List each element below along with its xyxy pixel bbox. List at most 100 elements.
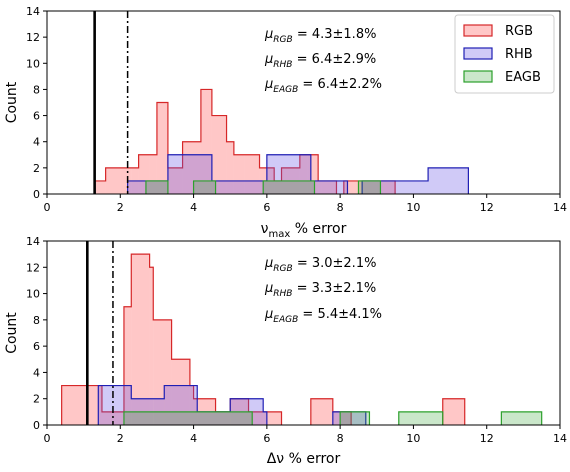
annotation-subscript: RHB [273,60,292,70]
ytick-label-5: 10 [26,57,40,70]
xtick-label-6: 12 [480,201,494,214]
series-eagb [145,180,382,194]
bar-rgb-7 [171,359,190,425]
legend-label-eagb: EAGB [505,70,541,85]
bar-eagb-2 [340,411,370,425]
bar-rhb-0 [98,385,132,425]
xtick-label-7: 14 [553,432,567,445]
ytick-label-1: 2 [33,393,40,406]
annotation-subscript: RHB [273,289,292,299]
bar-rhb-4 [197,411,231,425]
bar-rgb-1 [105,167,121,194]
bar-eagb-0 [145,180,168,194]
annotation-value: = 3.0±2.1% [293,256,377,271]
legend-swatch-rhb [463,47,493,60]
xtick-label-3: 6 [263,432,270,445]
series-rhb [127,154,469,194]
annotation-subscript: EAGB [273,85,298,95]
bar-rgb-10 [215,411,231,425]
x-axis-label-main: ν [261,221,269,237]
outline-eagb [123,411,543,425]
bar-eagb-3 [358,180,381,194]
bar-rgb-14 [310,398,333,425]
x-axis-label: νmax % error [261,221,347,240]
bar-rgb-15 [274,180,282,194]
xtick-label-0: 0 [44,432,51,445]
xtick-label-3: 6 [263,201,270,214]
series-rhb [97,384,367,425]
bar-rgb-11 [226,141,234,194]
annotation-subscript: RGB [273,264,292,274]
bar-rgb-12 [248,411,267,425]
axes-frame [46,10,561,195]
ytick-label-5: 10 [26,288,40,301]
x-axis-label: Δν % error [267,451,341,467]
annotation-2: μEAGB = 5.4±4.1% [264,307,382,325]
series-rgb [94,88,396,194]
bar-rhb-3 [211,180,267,194]
bar-rgb-4 [138,154,150,194]
annotation-value: = 6.4±2.9% [292,52,376,67]
bar-rhb-6 [263,411,267,425]
y-axis-label: Count [4,81,20,123]
bar-rhb-0 [127,180,146,194]
legend-swatch-rgb [463,24,493,37]
bar-rgb-9 [200,89,212,194]
annotation-symbol: μ [264,52,273,67]
xtick-label-7: 14 [553,201,567,214]
series-eagb [123,411,543,425]
x-axis-label-rest: % error [290,221,346,237]
bar-rgb-16 [442,398,465,425]
annotation-symbol: μ [264,281,273,296]
ytick-label-4: 8 [33,83,40,96]
bar-rgb-17 [299,154,308,194]
xtick-label-5: 10 [406,432,420,445]
xtick-label-0: 0 [44,201,51,214]
bar-rgb-18 [307,154,319,194]
annotation-subscript: EAGB [273,315,298,325]
legend-box [454,14,555,94]
ytick-label-7: 14 [26,5,40,18]
ytick-label-0: 0 [33,419,40,432]
annotation-0: μRGB = 3.0±2.1% [264,256,376,274]
annotation-value: = 4.3±1.8% [293,27,377,42]
bar-rhb-3 [164,385,198,425]
annotation-1: μRHB = 3.3±2.1% [264,281,376,299]
annotation-value: = 5.4±4.1% [298,307,382,322]
bar-rgb-13 [266,411,282,425]
bar-rgb-0 [61,385,88,425]
annotation-value: = 3.3±2.1% [292,281,376,296]
ytick-label-6: 12 [26,31,40,44]
bar-eagb-1 [193,180,216,194]
bar-rgb-6 [156,102,168,194]
bar-rhb-4 [266,154,311,194]
ytick-label-3: 6 [33,110,40,123]
bar-rgb-4 [131,254,150,425]
bar-rgb-13 [244,154,260,194]
bar-rhb-7 [362,180,429,194]
axes-frame [46,240,561,426]
bar-rgb-22 [358,180,377,194]
bar-eagb-1 [197,411,253,425]
annotation-0: μRGB = 4.3±1.8% [264,27,376,45]
annotation-symbol: μ [264,256,273,271]
bar-rgb-23 [376,180,396,194]
ytick-label-2: 4 [33,366,40,379]
bar-rgb-12 [233,154,245,194]
bar-eagb-0 [123,411,198,425]
x-axis-label-sub: max [268,229,290,240]
y-axis-label: Count [4,312,20,354]
bar-rgb-15 [332,411,352,425]
annotation-subscript: RGB [273,35,292,45]
annotation-symbol: μ [264,77,273,92]
xtick-label-2: 4 [190,432,197,445]
bar-rgb-19 [318,180,322,194]
bar-eagb-4 [501,411,542,425]
xtick-label-5: 10 [406,201,420,214]
panel-numax: 0 2 4 6 8 10 12 14 0 2 4 6 8 10 12 14 Count νmax % error μ… [4,5,567,240]
legend-swatch-eagb [463,70,493,83]
x-axis-label-rest: % error [284,451,340,467]
annotation-1: μRHB = 6.4±2.9% [264,52,376,70]
